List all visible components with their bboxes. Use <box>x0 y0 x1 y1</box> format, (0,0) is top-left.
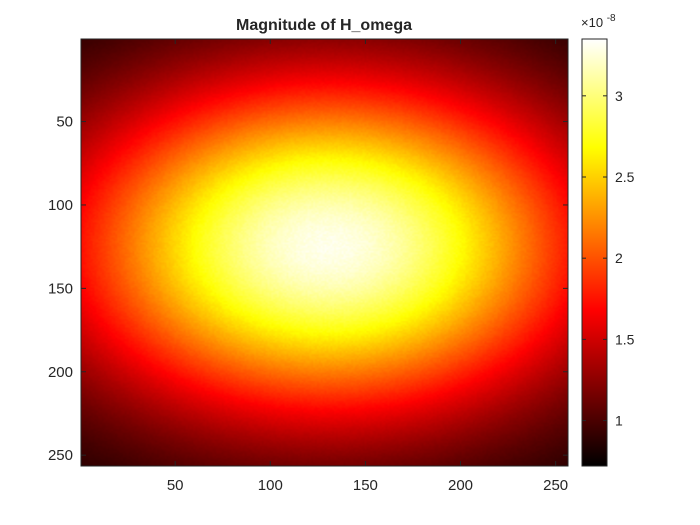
x-tick-label: 100 <box>258 477 283 494</box>
colorbar-tick-label: 2 <box>615 250 623 266</box>
plot-area-frame <box>80 38 569 467</box>
colorbar-tick-label: 3 <box>615 88 623 104</box>
x-axis: 50 100 150 200 250 <box>167 39 568 494</box>
chart-title: Magnitude of H_omega <box>236 17 412 34</box>
x-tick-label: 50 <box>167 477 184 494</box>
colorbar-tick-label: 1 <box>615 413 623 429</box>
heatmap-container <box>81 39 568 466</box>
heatmap-image <box>81 39 568 466</box>
y-tick-label: 200 <box>48 364 73 381</box>
y-tick-label: 100 <box>48 197 73 214</box>
y-tick-label: 50 <box>56 114 73 131</box>
x-tick-label: 200 <box>448 477 473 494</box>
y-tick-label: 150 <box>48 280 73 297</box>
colorbar-tick-label: 1.5 <box>615 331 635 347</box>
y-axis: 50 100 150 200 250 <box>48 114 568 464</box>
colorbar-exponent-power: -8 <box>607 13 616 24</box>
y-tick-label: 250 <box>48 447 73 464</box>
x-tick-label: 250 <box>543 477 568 494</box>
x-tick-label: 150 <box>353 477 378 494</box>
colorbar-tick-label: 2.5 <box>615 169 635 185</box>
colorbar <box>581 38 608 467</box>
colorbar-exponent: ×10 -8 <box>581 13 616 30</box>
colorbar-exponent-base: ×10 <box>581 15 603 30</box>
colorbar-axis: 1 1.5 2 2.5 3 <box>582 88 635 429</box>
